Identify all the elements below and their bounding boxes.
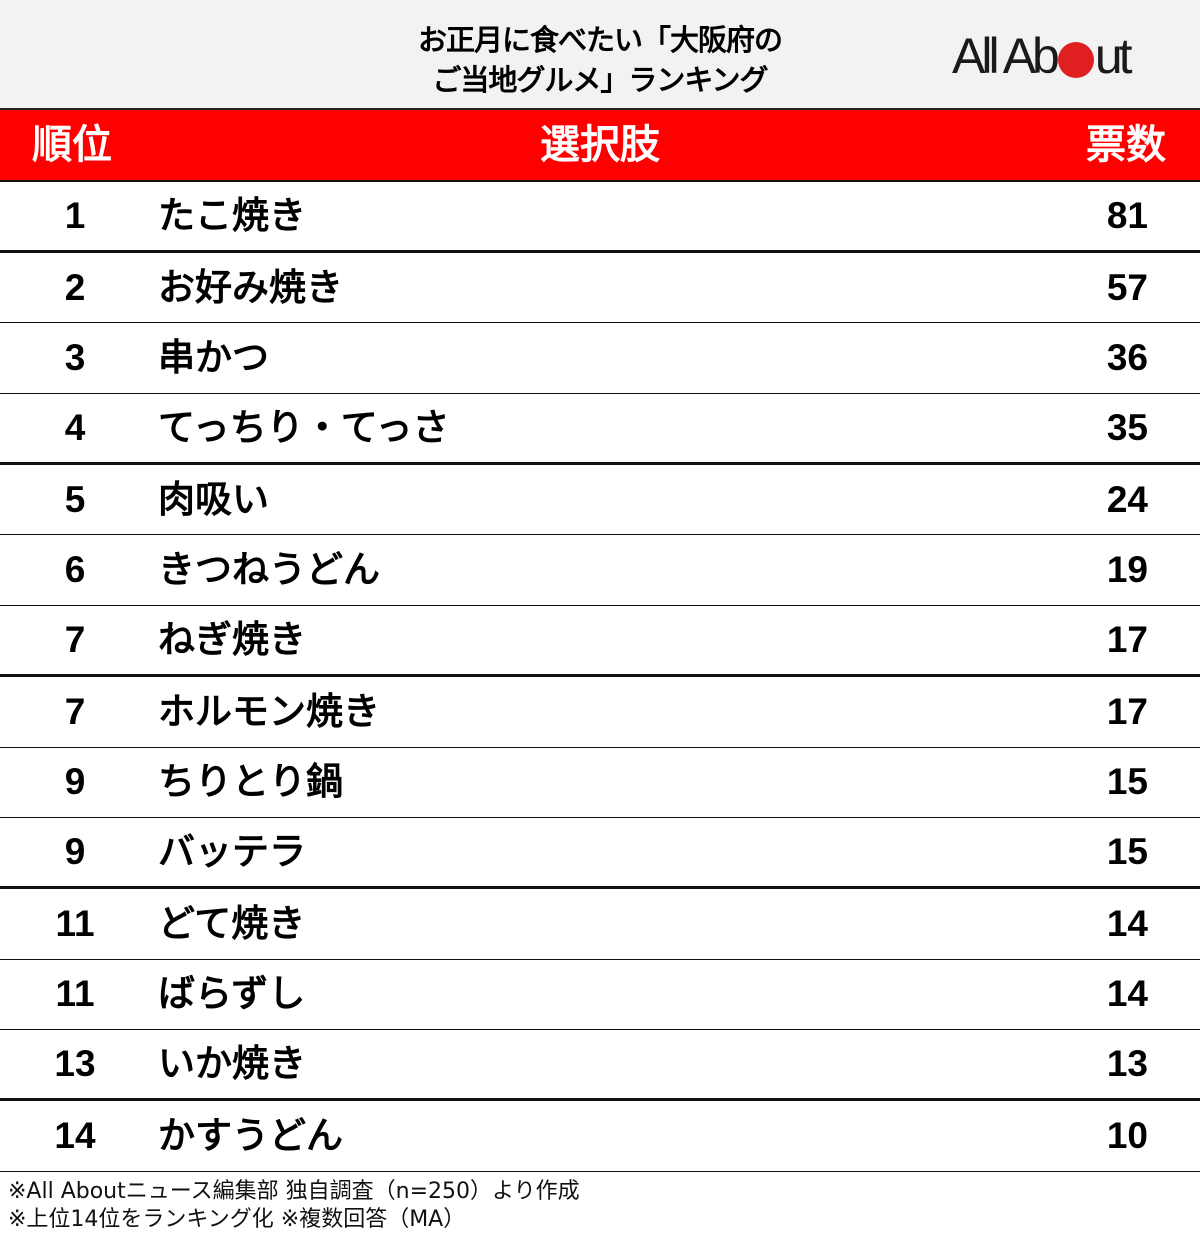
votes-cell: 81 xyxy=(1106,194,1148,236)
votes-cell: 10 xyxy=(1106,1114,1148,1156)
table-row: 11 ばらずし 14 xyxy=(0,960,1200,1031)
votes-cell: 35 xyxy=(1106,406,1148,448)
chart-title: お正月に食べたい「大阪府の ご当地グルメ」ランキング xyxy=(300,20,900,100)
votes-cell: 36 xyxy=(1106,337,1148,379)
table-row: 13 いか焼き 13 xyxy=(0,1030,1200,1101)
rank-cell: 5 xyxy=(64,478,86,520)
rank-cell: 6 xyxy=(64,549,86,591)
logo-text-prefix: All Ab xyxy=(952,28,1060,84)
choice-cell: きつねうどん xyxy=(158,548,380,592)
table-row: 3 串かつ 36 xyxy=(0,323,1200,395)
votes-cell: 19 xyxy=(1106,549,1148,591)
table-row: 4 てっちり・てっさ 35 xyxy=(0,394,1200,465)
votes-cell: 15 xyxy=(1106,831,1148,873)
choice-cell: お好み焼き xyxy=(158,265,343,309)
footnote-source: ※All Aboutニュース編集部 独自調査（n=250）より作成 xyxy=(8,1179,580,1204)
votes-cell: 17 xyxy=(1106,618,1148,660)
rank-cell: 2 xyxy=(64,266,86,308)
rank-cell: 7 xyxy=(64,618,86,660)
choice-cell: てっちり・てっさ xyxy=(158,405,450,449)
footnotes: ※All Aboutニュース編集部 独自調査（n=250）より作成 ※上位14位… xyxy=(8,1178,580,1234)
choice-cell: 串かつ xyxy=(158,336,269,380)
votes-cell: 57 xyxy=(1106,266,1148,308)
rank-cell: 4 xyxy=(64,406,86,448)
rank-cell: 9 xyxy=(64,761,86,803)
votes-cell: 17 xyxy=(1106,690,1148,732)
votes-cell: 24 xyxy=(1106,478,1148,520)
table-row: 1 たこ焼き 81 xyxy=(0,182,1200,253)
rank-cell: 3 xyxy=(64,337,86,379)
table-row: 2 お好み焼き 57 xyxy=(0,253,1200,324)
votes-cell: 15 xyxy=(1106,761,1148,803)
ranking-table-body: 1 たこ焼き 81 2 お好み焼き 57 3 串かつ 36 4 てっちり・てっさ 35 5 肉吸い… xyxy=(0,182,1200,1172)
rank-cell: 1 xyxy=(64,194,86,236)
table-row: 9 ちりとり鍋 15 xyxy=(0,748,1200,819)
column-header-choice: 選択肢 xyxy=(540,122,660,168)
table-row: 6 きつねうどん 19 xyxy=(0,535,1200,607)
choice-cell: どて焼き xyxy=(158,901,306,945)
allabout-logo: All Ab ut xyxy=(952,28,1133,84)
table-header: 選択肢 順位 票数 xyxy=(0,110,1200,182)
column-header-votes: 票数 xyxy=(1086,122,1166,168)
table-row: 7 ねぎ焼き 17 xyxy=(0,606,1200,677)
choice-cell: たこ焼き xyxy=(158,193,306,237)
votes-cell: 14 xyxy=(1106,973,1148,1015)
choice-cell: ねぎ焼き xyxy=(158,617,306,661)
column-header-rank: 順位 xyxy=(32,122,112,168)
logo-text-suffix: ut xyxy=(1094,28,1133,84)
table-row: 9 バッテラ 15 xyxy=(0,818,1200,889)
rank-cell: 11 xyxy=(55,973,95,1015)
choice-cell: ばらずし xyxy=(158,972,306,1016)
title-band: お正月に食べたい「大阪府の ご当地グルメ」ランキング All Ab ut xyxy=(0,0,1200,110)
choice-cell: いか焼き xyxy=(158,1042,306,1086)
rank-cell: 9 xyxy=(64,831,86,873)
rank-cell: 7 xyxy=(64,690,86,732)
choice-cell: 肉吸い xyxy=(158,477,269,521)
rank-cell: 11 xyxy=(55,902,95,944)
choice-cell: かすうどん xyxy=(158,1113,343,1157)
title-line-1: お正月に食べたい「大阪府の xyxy=(417,23,783,57)
choice-cell: ちりとり鍋 xyxy=(158,760,343,804)
table-row: 14 かすうどん 10 xyxy=(0,1101,1200,1172)
table-row: 5 肉吸い 24 xyxy=(0,465,1200,536)
rank-cell: 14 xyxy=(54,1114,96,1156)
rank-cell: 13 xyxy=(54,1043,96,1085)
title-line-2: ご当地グルメ」ランキング xyxy=(432,63,768,97)
choice-cell: バッテラ xyxy=(158,830,306,874)
table-row: 7 ホルモン焼き 17 xyxy=(0,677,1200,748)
table-row: 11 どて焼き 14 xyxy=(0,889,1200,960)
votes-cell: 14 xyxy=(1106,902,1148,944)
footnote-method: ※上位14位をランキング化 ※複数回答（MA） xyxy=(8,1207,466,1232)
choice-cell: ホルモン焼き xyxy=(158,689,380,733)
logo-red-dot-icon xyxy=(1057,42,1094,78)
votes-cell: 13 xyxy=(1106,1043,1148,1085)
